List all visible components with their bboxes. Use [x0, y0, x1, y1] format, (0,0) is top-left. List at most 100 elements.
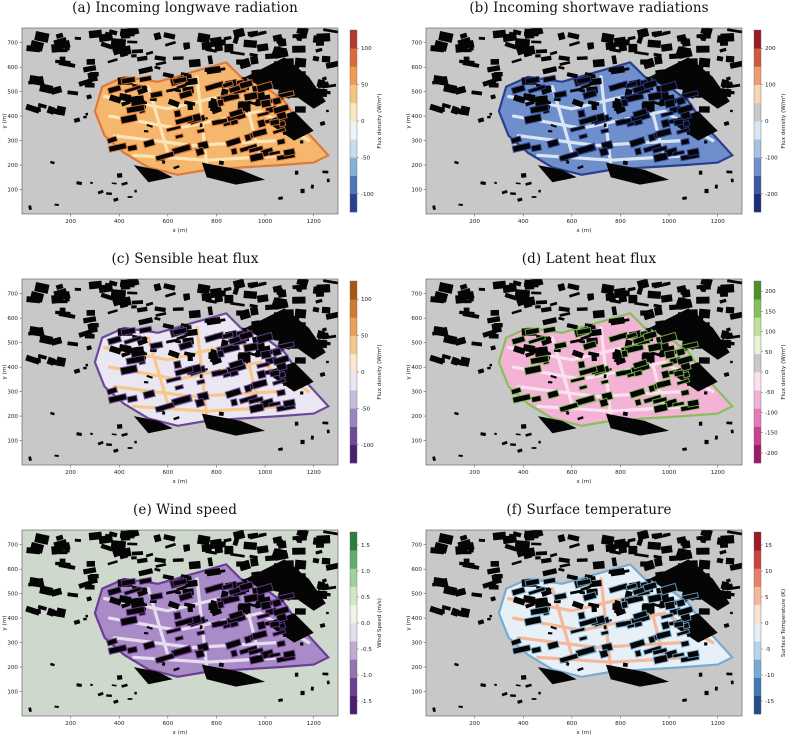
building — [257, 111, 269, 117]
colorbar-segment — [350, 121, 357, 140]
building — [480, 181, 487, 186]
building — [540, 55, 552, 62]
building — [663, 281, 671, 286]
building — [540, 557, 552, 564]
building — [59, 299, 68, 304]
building — [512, 645, 531, 654]
colorbar-tick-label: -100 — [765, 155, 778, 161]
building — [154, 316, 161, 321]
building — [643, 645, 662, 655]
colorbar-segment — [754, 335, 761, 355]
building — [676, 348, 686, 356]
building — [86, 345, 92, 351]
building — [273, 378, 286, 385]
building — [138, 66, 154, 75]
building — [29, 290, 45, 303]
building — [113, 699, 119, 704]
building — [312, 306, 320, 313]
building — [243, 290, 258, 300]
colorbar-segment — [754, 568, 761, 587]
building — [76, 683, 83, 688]
building — [322, 585, 337, 591]
plot-frame — [21, 278, 339, 466]
building — [259, 30, 267, 35]
building — [131, 49, 144, 54]
building — [634, 50, 649, 56]
x-tick-label: 1200 — [307, 470, 322, 476]
building — [107, 85, 121, 94]
colorbar-segment — [754, 30, 761, 49]
building — [108, 645, 127, 654]
building — [576, 307, 588, 311]
building — [600, 283, 615, 295]
building — [575, 144, 595, 155]
building — [530, 279, 544, 288]
building — [647, 541, 662, 551]
y-tick-label: 300 — [411, 139, 422, 145]
building — [121, 350, 131, 358]
building — [278, 91, 294, 99]
building — [628, 43, 638, 53]
building — [164, 291, 176, 298]
building — [121, 432, 128, 437]
colorbar-tick-label: 1.0 — [361, 569, 370, 575]
building — [603, 625, 607, 630]
building — [599, 649, 609, 658]
building — [134, 189, 137, 193]
building — [636, 530, 650, 541]
building — [85, 614, 89, 618]
building — [279, 47, 287, 54]
x-tick-label: 1000 — [258, 470, 273, 476]
building — [704, 188, 709, 194]
building — [238, 101, 250, 110]
large-building-block — [245, 559, 326, 611]
building — [512, 94, 526, 104]
colorbar-segment — [350, 550, 357, 569]
building — [559, 61, 571, 66]
building — [248, 648, 263, 655]
building — [49, 411, 55, 416]
y-tick-label: 400 — [411, 114, 422, 120]
building — [86, 560, 96, 567]
building — [126, 28, 140, 37]
building — [492, 29, 507, 39]
building — [106, 694, 112, 697]
building — [494, 181, 497, 185]
y-axis-label: y (m) — [2, 616, 8, 631]
y-tick-label: 700 — [7, 543, 18, 549]
colorbar-segment — [754, 299, 761, 318]
building — [233, 88, 246, 94]
building — [535, 305, 541, 309]
building — [515, 295, 528, 307]
colorbar-segment — [754, 281, 761, 300]
building — [652, 146, 667, 153]
building — [475, 91, 483, 96]
building — [508, 533, 514, 539]
panel-title: (c) Sensible heat flux — [111, 251, 259, 267]
building — [643, 331, 657, 340]
building — [648, 385, 656, 393]
building — [633, 359, 648, 369]
x-tick-label: 400 — [518, 219, 529, 225]
building — [161, 160, 166, 164]
building — [244, 92, 258, 101]
building — [107, 587, 121, 596]
y-tick-label: 600 — [7, 316, 18, 322]
colorbar-segment — [350, 193, 357, 213]
building — [73, 117, 81, 123]
building — [588, 579, 602, 588]
colorbar-tick-label: -1.5 — [361, 699, 372, 705]
building — [525, 76, 540, 84]
building — [167, 98, 180, 108]
building — [233, 590, 246, 596]
building — [256, 294, 269, 303]
y-tick-label: 100 — [7, 188, 18, 194]
building — [256, 81, 273, 93]
building — [535, 300, 548, 305]
building — [550, 123, 557, 128]
building — [603, 374, 607, 379]
building — [71, 91, 79, 96]
building — [579, 134, 587, 139]
building — [100, 543, 113, 552]
building — [209, 358, 214, 363]
